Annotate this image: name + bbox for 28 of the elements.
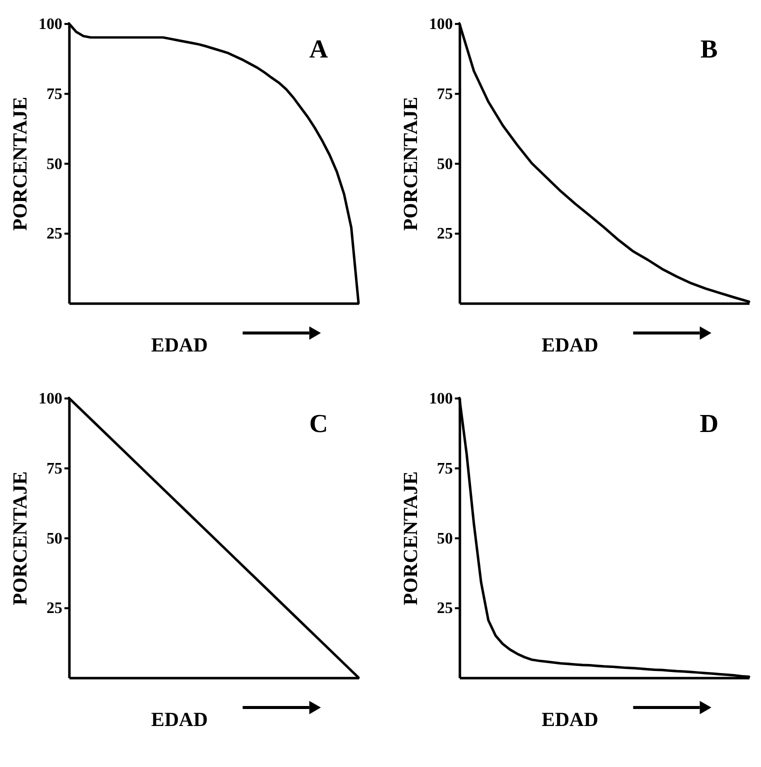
y-tick-label: 75: [46, 460, 62, 478]
y-tick-label: 25: [436, 600, 453, 618]
y-axis-title: PORCENTAJE: [400, 471, 422, 606]
y-tick-label: 100: [38, 16, 62, 33]
chart-title: C: [309, 408, 328, 438]
y-tick-label: 75: [46, 86, 62, 103]
chart-title: A: [309, 34, 328, 64]
y-tick-label: 50: [436, 156, 453, 173]
y-tick-label: 100: [428, 390, 453, 408]
y-axis-title: PORCENTAJE: [9, 471, 32, 606]
y-tick-label: 50: [46, 530, 62, 548]
y-tick-label: 100: [428, 16, 453, 33]
y-tick-label: 25: [46, 226, 62, 243]
y-axis-title: PORCENTAJE: [400, 96, 422, 231]
y-tick-label: 25: [436, 226, 453, 243]
x-axis-title: EDAD: [542, 709, 598, 732]
y-tick-label: 100: [38, 390, 62, 408]
chart-title: D: [700, 408, 718, 438]
y-tick-label: 50: [46, 156, 62, 173]
y-tick-label: 75: [436, 86, 453, 103]
y-tick-label: 50: [436, 530, 453, 548]
x-axis-title: EDAD: [542, 334, 598, 357]
y-axis-title: PORCENTAJE: [9, 96, 32, 231]
y-tick-label: 75: [436, 460, 453, 478]
y-tick-label: 25: [46, 600, 62, 618]
x-axis-title: EDAD: [151, 334, 208, 357]
x-axis-title: EDAD: [151, 709, 208, 732]
chart-title: B: [700, 34, 718, 64]
